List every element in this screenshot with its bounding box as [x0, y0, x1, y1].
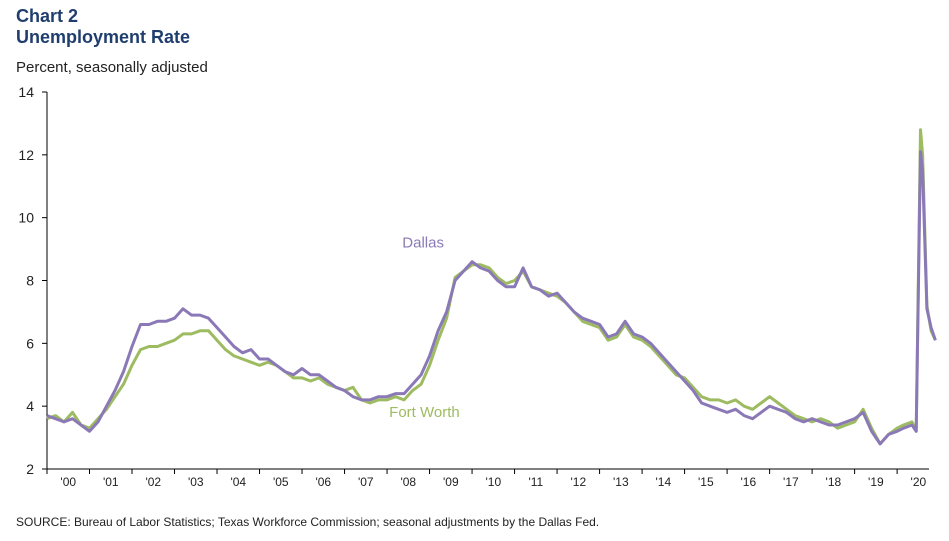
x-tick-label: '18	[826, 475, 842, 489]
x-tick-label: '19	[868, 475, 884, 489]
x-tick-label: '16	[741, 475, 757, 489]
chart-title: Unemployment Rate	[16, 27, 191, 47]
x-tick-label: '12	[571, 475, 587, 489]
x-tick-label: '10	[485, 475, 501, 489]
x-tick-label: '00	[60, 475, 76, 489]
x-tick-label: '13	[613, 475, 629, 489]
x-tick-label: '01	[103, 475, 119, 489]
y-axis: 2 4 6 8 10 12 14	[18, 84, 48, 477]
source-note: SOURCE: Bureau of Labor Statistics; Texa…	[16, 515, 600, 529]
y-tick-label: 8	[26, 273, 34, 289]
x-axis: '00 '01 '02 '03 '04 '05 '06 '07 '08 '09 '10 '11 '12 '…	[46, 468, 929, 489]
y-tick-label: 14	[18, 84, 34, 100]
series-line-dallas	[46, 150, 937, 446]
x-tick-label: '17	[783, 475, 799, 489]
x-tick-label: '15	[698, 475, 714, 489]
x-tick-label: '05	[273, 475, 289, 489]
y-tick-label: 2	[26, 461, 34, 477]
x-tick-label: '06	[315, 475, 331, 489]
x-tick-label: '20	[911, 475, 927, 489]
x-tick-label: '04	[230, 475, 246, 489]
x-tick-label: '07	[358, 475, 374, 489]
y-tick-label: 10	[18, 210, 34, 226]
series-label-dallas: Dallas	[402, 235, 444, 252]
x-tick-label: '03	[188, 475, 204, 489]
x-tick-label: '09	[443, 475, 459, 489]
series-labels: Fort Worth Dallas	[389, 235, 460, 422]
x-tick-label: '11	[528, 475, 543, 489]
series-line-fort-worth	[46, 128, 937, 446]
x-tick-label: '08	[400, 475, 416, 489]
y-tick-label: 12	[18, 147, 34, 163]
x-tick-label: '02	[145, 475, 161, 489]
series-label-fort-worth: Fort Worth	[389, 404, 460, 421]
plot-lines	[46, 128, 937, 446]
y-axis-units-label: Percent, seasonally adjusted	[16, 59, 208, 76]
chart-number-label: Chart 2	[16, 6, 79, 26]
y-tick-label: 6	[26, 335, 34, 351]
y-tick-label: 4	[26, 398, 34, 414]
x-tick-label: '14	[656, 475, 672, 489]
